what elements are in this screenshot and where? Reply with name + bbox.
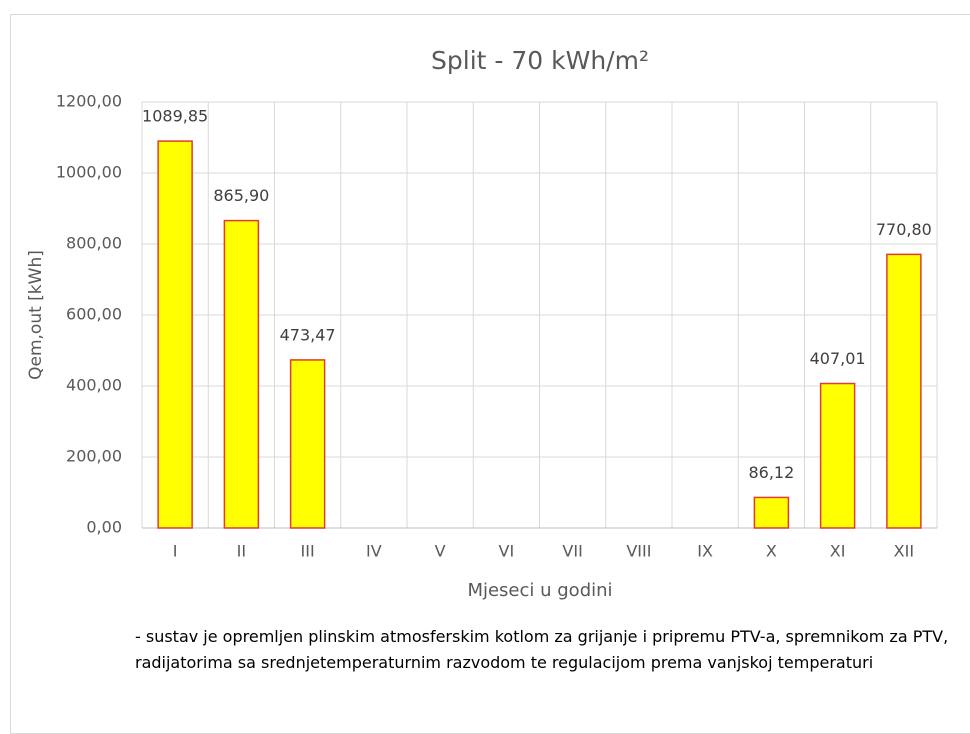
x-tick-label: II [237, 542, 246, 561]
x-tick-label: I [173, 542, 178, 561]
bar [819, 382, 856, 529]
y-tick-label: 400,00 [66, 376, 122, 395]
y-tick-label: 1000,00 [56, 163, 122, 182]
bar [157, 140, 193, 529]
x-tick-label: III [301, 542, 315, 561]
y-axis-label: Qem,out [kWh] [26, 250, 46, 380]
y-tick-label: 800,00 [66, 234, 122, 253]
x-tick-label: VIII [626, 542, 651, 561]
x-tick-label: VI [499, 542, 515, 561]
value-label: 473,47 [280, 325, 336, 344]
note: - sustav je opremljen plinskim atmosfers… [135, 627, 949, 672]
x-tick-label: IX [697, 542, 713, 561]
y-tick-label: 600,00 [66, 305, 122, 324]
x-tick-label: VII [562, 542, 582, 561]
x-tick-label: IV [366, 542, 382, 561]
y-tick-label: 1200,00 [56, 92, 122, 111]
value-label: 865,90 [213, 186, 269, 205]
chart: Split - 70 kWh/m² Mjeseci u godini Qem,o… [26, 46, 938, 601]
value-label: 770,80 [876, 220, 932, 239]
x-tick-label: XI [830, 542, 846, 561]
y-tick-label: 0,00 [86, 518, 122, 537]
bar [223, 219, 260, 529]
x-axis-label: Mjeseci u godini [467, 580, 612, 601]
page: Split - 70 kWh/m² Mjeseci u godini Qem,o… [10, 14, 970, 734]
bar [886, 253, 922, 529]
x-tick-label: V [435, 542, 446, 561]
chart-title: Split - 70 kWh/m² [431, 46, 649, 75]
y-tick-label: 200,00 [66, 447, 122, 466]
value-label: 1089,85 [142, 107, 208, 126]
x-tick-label: X [766, 542, 777, 561]
x-tick-label: XII [894, 542, 914, 561]
bar [289, 359, 326, 529]
bar [753, 496, 790, 529]
value-label: 407,01 [810, 349, 866, 368]
value-label: 86,12 [748, 463, 794, 482]
